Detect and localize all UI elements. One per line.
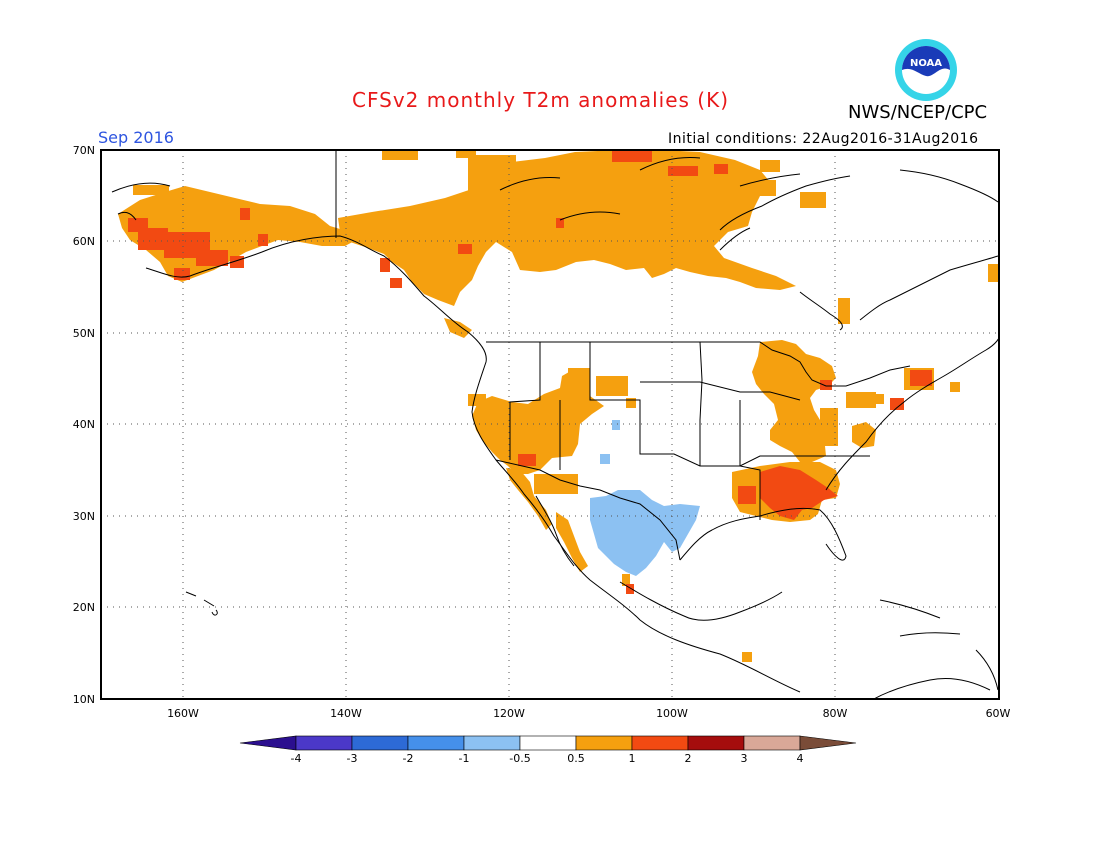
- lon-label-60w: 60W: [986, 707, 1011, 720]
- colorbar: [239, 735, 857, 751]
- anomaly-blue-areas: [590, 420, 700, 576]
- colorbar-tick-label: 2: [685, 752, 692, 765]
- colorbar-tick-labels: -4 -3 -2 -1 -0.5 0.5 1 2 3 4: [291, 752, 804, 765]
- colorbar-segment: [743, 735, 801, 751]
- lon-label-120w: 120W: [493, 707, 525, 720]
- map-frame: [100, 149, 1000, 700]
- coastlines: [111, 157, 999, 699]
- lat-label-70n: 70N: [73, 144, 95, 157]
- lat-label-10n: 10N: [73, 693, 95, 706]
- colorbar-segment: [463, 735, 521, 751]
- colorbar-segment: [239, 735, 297, 751]
- lon-label-140w: 140W: [330, 707, 362, 720]
- colorbar-segment: [351, 735, 409, 751]
- colorbar-tick-label: -2: [403, 752, 414, 765]
- colorbar-segment: [295, 735, 353, 751]
- lon-label-100w: 100W: [656, 707, 688, 720]
- colorbar-tick-label: 3: [741, 752, 748, 765]
- colorbar-tick-label: -0.5: [509, 752, 530, 765]
- agency-label: NWS/NCEP/CPC: [848, 102, 988, 123]
- colorbar-segment: [631, 735, 689, 751]
- colorbar-segment: [687, 735, 745, 751]
- latitude-labels: 70N 60N 50N 40N 30N 20N 10N: [73, 144, 95, 706]
- colorbar-tick-label: -3: [347, 752, 358, 765]
- lat-label-30n: 30N: [73, 510, 95, 523]
- colorbar-segment: [575, 735, 633, 751]
- noaa-logo-icon: NOAA: [895, 39, 957, 101]
- lon-label-80w: 80W: [823, 707, 848, 720]
- initial-conditions: Initial conditions: 22Aug2016-31Aug2016: [668, 131, 979, 147]
- svg-text:NOAA: NOAA: [910, 58, 942, 69]
- colorbar-segment: [407, 735, 465, 751]
- lat-label-20n: 20N: [73, 601, 95, 614]
- colorbar-segment: [519, 735, 577, 751]
- colorbar-tick-label: 4: [797, 752, 804, 765]
- colorbar-tick-label: -1: [459, 752, 470, 765]
- lat-label-60n: 60N: [73, 235, 95, 248]
- lat-label-40n: 40N: [73, 418, 95, 431]
- colorbar-tick-label: 0.5: [567, 752, 585, 765]
- colorbar-tick-label: 1: [629, 752, 636, 765]
- valid-month: Sep 2016: [98, 128, 174, 147]
- lat-label-50n: 50N: [73, 327, 95, 340]
- colorbar-segment: [799, 735, 857, 751]
- longitude-labels: 160W 140W 120W 100W 80W 60W: [167, 707, 1010, 720]
- map-title: CFSv2 monthly T2m anomalies (K): [352, 88, 729, 112]
- political-borders: [335, 150, 911, 561]
- lon-label-160w: 160W: [167, 707, 199, 720]
- colorbar-tick-label: -4: [291, 752, 302, 765]
